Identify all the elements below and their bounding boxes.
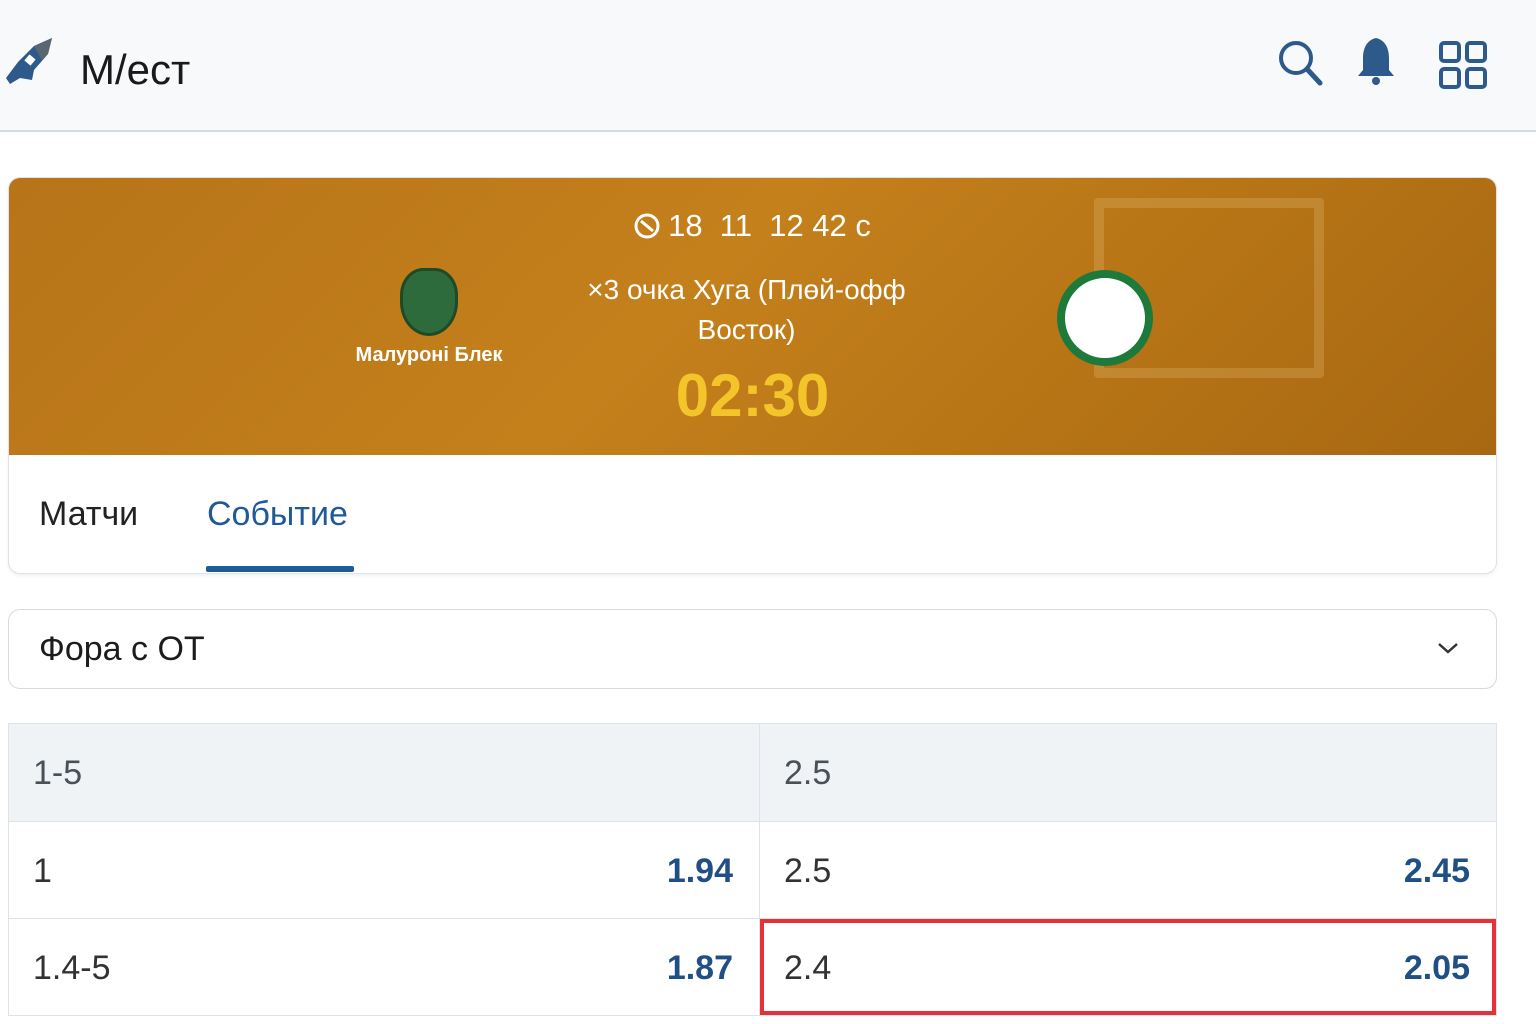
active-tab-indicator [206, 566, 354, 572]
search-icon[interactable] [1277, 36, 1323, 86]
table-row: 1.4-5 1.87 2.4 2.05 [9, 918, 1496, 1015]
odds-cell[interactable]: 1 1.94 [9, 822, 760, 918]
grid-icon[interactable] [1438, 40, 1488, 90]
odds-label: 2.4 [784, 949, 832, 987]
top-bar: M/ecт [0, 0, 1536, 132]
home-team[interactable]: Малуроні Блек [349, 268, 509, 367]
odds-cell-highlighted[interactable]: 2.4 2.05 [760, 919, 1496, 1015]
logo-icon[interactable] [4, 34, 54, 86]
odds-label: 1.4-5 [33, 949, 111, 987]
event-banner: 18 11 12 42 с ×3 очка Хуга (Плөй-офф Вос… [9, 178, 1496, 455]
market-select[interactable]: Фора с ОТ [8, 609, 1497, 689]
home-team-crest-icon [400, 268, 458, 336]
home-team-name: Малуроні Блек [355, 344, 503, 366]
header-label: 1-5 [33, 754, 83, 792]
odds-table: 1-5 2.5 1 1.94 2.5 2.45 1.4-5 1.87 2.4 2.05 [8, 723, 1497, 1016]
bell-icon[interactable] [1355, 36, 1397, 86]
tab-event[interactable]: Событие [207, 495, 348, 533]
odds-cell[interactable]: 2.5 2.45 [760, 822, 1496, 918]
chevron-down-icon [1438, 643, 1458, 654]
odds-value: 2.45 [1403, 852, 1470, 890]
brand-name: M/ecт [80, 46, 191, 93]
match-clock: 02:30 [675, 362, 830, 429]
odds-value: 1.94 [666, 852, 733, 890]
odds-value: 1.87 [666, 949, 733, 987]
odds-label: 2.5 [784, 852, 832, 890]
tab-bar: Матчи Событие [9, 455, 1496, 573]
header-cell: 2.5 [760, 724, 1496, 821]
datetime-text: 18 11 12 42 с [668, 208, 871, 243]
event-title: ×3 очка Хуга (Плөй-офф Восток) [587, 274, 906, 345]
table-header-row: 1-5 2.5 [9, 724, 1496, 821]
odds-value: 2.05 [1403, 949, 1470, 987]
away-team-crest-icon[interactable] [1057, 270, 1153, 366]
odds-cell[interactable]: 1.4-5 1.87 [9, 919, 760, 1015]
clock-icon [634, 213, 660, 239]
event-card: 18 11 12 42 с ×3 очка Хуга (Плөй-офф Вос… [8, 177, 1497, 574]
header-cell: 1-5 [9, 724, 760, 821]
tab-matches[interactable]: Матчи [39, 495, 139, 533]
event-datetime: 18 11 12 42 с [9, 208, 1496, 244]
odds-label: 1 [33, 852, 52, 890]
header-label: 2.5 [784, 754, 832, 792]
market-select-value: Фора с ОТ [39, 630, 205, 668]
table-row: 1 1.94 2.5 2.45 [9, 821, 1496, 918]
